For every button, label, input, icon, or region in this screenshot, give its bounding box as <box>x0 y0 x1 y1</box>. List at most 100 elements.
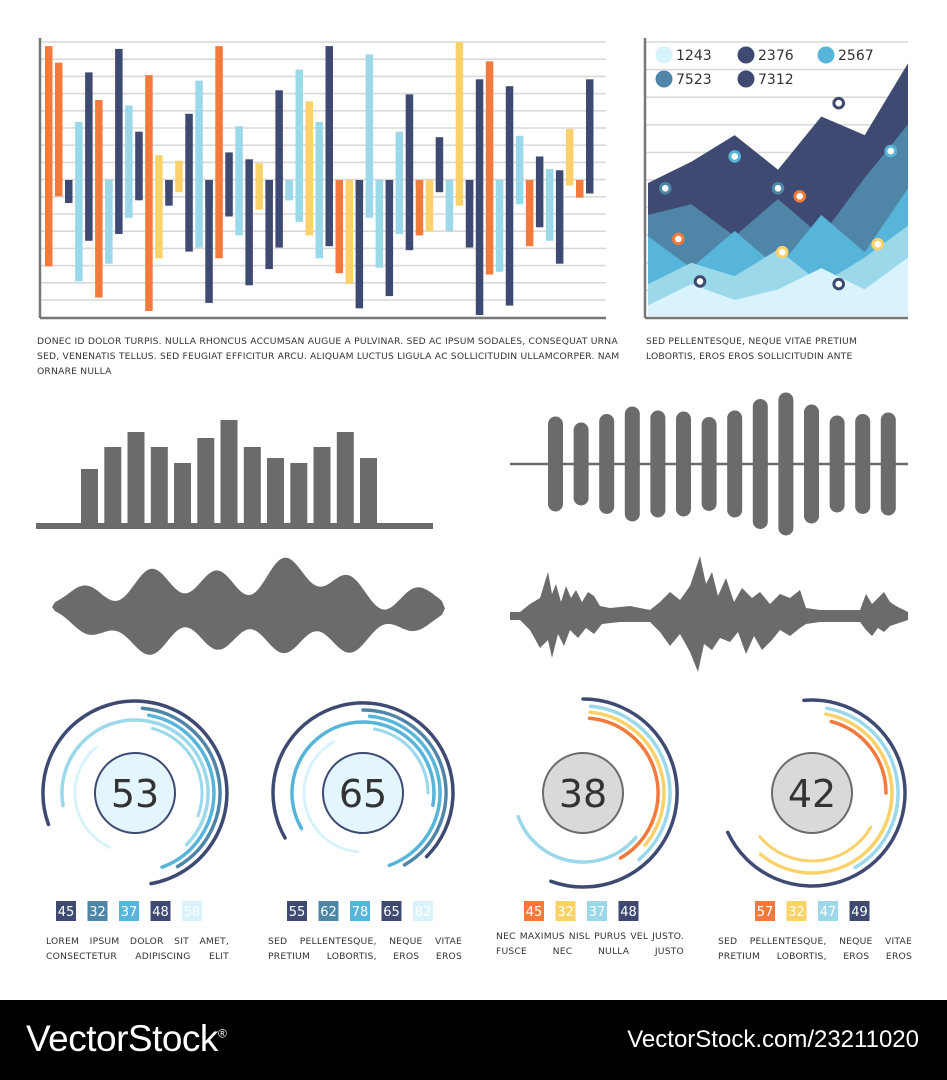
waveform-shape <box>520 556 908 672</box>
bar <box>475 180 484 315</box>
gauge-ring <box>290 720 436 831</box>
gauge-badge <box>287 901 307 921</box>
bar <box>125 180 133 218</box>
area-marker <box>728 150 742 163</box>
bar <box>375 180 384 268</box>
bar <box>235 126 243 180</box>
bar <box>475 79 484 180</box>
bar <box>555 180 564 264</box>
gauge-ring <box>146 713 216 869</box>
bar <box>285 180 293 201</box>
bar <box>545 169 554 180</box>
bar <box>395 180 404 234</box>
bar <box>313 447 331 524</box>
bar <box>365 180 374 218</box>
gauge-value: 38 <box>559 772 607 816</box>
gauge-center <box>322 752 404 834</box>
bar <box>275 180 283 248</box>
gauge-badge-label: 45 <box>526 905 543 920</box>
area-marker <box>884 144 898 158</box>
bar <box>465 180 474 199</box>
bar <box>515 135 524 180</box>
bar <box>75 122 83 180</box>
bar <box>265 180 273 270</box>
legend-label: 7523 <box>676 72 712 88</box>
bar <box>336 432 354 524</box>
brand-logo: VectorStock® <box>26 1018 227 1060</box>
bar <box>135 131 143 180</box>
bar <box>525 180 534 247</box>
bar <box>215 180 223 259</box>
gauge-value: 53 <box>111 772 159 816</box>
bar <box>305 101 313 180</box>
bar <box>548 416 563 512</box>
bar <box>155 155 163 180</box>
gauge-ring <box>271 701 455 859</box>
gauge-badge <box>755 901 775 921</box>
image-url: VectorStock.com/23211020 <box>627 1026 919 1053</box>
brand-name: VectorStock <box>26 1018 218 1059</box>
gauge-badge-label: 47 <box>820 905 837 920</box>
area-marker <box>793 190 807 203</box>
bar <box>445 180 454 232</box>
gauge-badge <box>555 901 576 921</box>
bar <box>495 180 504 272</box>
bar <box>545 180 554 241</box>
gauge-badge <box>87 901 108 921</box>
gauge-3: 38 45 32 37 48 <box>516 697 679 921</box>
gauge-ring <box>725 698 907 888</box>
area-marker <box>659 182 672 195</box>
gauge-badge-label: 45 <box>58 905 75 920</box>
area-marker <box>871 237 885 251</box>
gauge-4-caption: SED PELLENTESQUE, NEQUE VITAE PRETIUM LO… <box>718 936 912 962</box>
bar <box>295 69 303 180</box>
gauge-2-caption: SED PELLENTESQUE, NEQUE VITAE PRETIUM LO… <box>268 936 462 962</box>
gauge-ring <box>587 716 660 860</box>
bar <box>105 180 113 264</box>
bar <box>85 72 93 180</box>
bar <box>245 180 253 286</box>
gauge-ring <box>140 706 222 869</box>
gauge-center <box>94 752 176 834</box>
area-marker <box>672 232 685 246</box>
gauge-ring <box>588 710 666 847</box>
gauge-badge-label: 57 <box>757 905 774 920</box>
gauge-ring <box>60 718 210 847</box>
bar <box>576 180 584 198</box>
bar <box>804 404 819 524</box>
gauge-center <box>771 752 853 834</box>
legend-swatch <box>655 70 673 88</box>
gauge-ring <box>150 726 204 818</box>
gauge-1: 53 45 32 37 48 58 <box>41 699 229 921</box>
bar <box>115 180 123 234</box>
bar <box>235 180 243 236</box>
bar <box>365 54 374 180</box>
bar <box>435 180 444 193</box>
bar <box>535 156 544 180</box>
gauge-badge <box>524 901 544 921</box>
bar <box>395 131 404 180</box>
bar <box>555 170 564 180</box>
bar <box>220 420 238 524</box>
gauge-badge <box>618 901 639 921</box>
bar <box>305 180 313 236</box>
gauge-ring <box>829 719 888 795</box>
bar <box>425 180 434 232</box>
bar <box>465 180 474 248</box>
bar <box>225 152 233 180</box>
bar <box>405 94 414 180</box>
waveform-shape <box>52 557 445 655</box>
area-caption: SED PELLENTESQUE, NEQUE VITAE PRETIUM LO… <box>646 336 858 362</box>
bar <box>65 180 73 203</box>
bar <box>215 46 223 180</box>
bar <box>95 100 103 180</box>
bars-caption: DONEC ID DOLOR TURPIS. NULLA RHONCUS ACC… <box>37 336 620 377</box>
baseline <box>36 523 433 529</box>
bar <box>85 180 93 241</box>
gauge-badge <box>350 901 370 921</box>
gauge-badge-label: 49 <box>851 905 868 920</box>
bar <box>255 163 263 180</box>
legend-swatch <box>737 46 755 64</box>
gauge-badge <box>786 901 807 921</box>
bar <box>599 414 615 514</box>
